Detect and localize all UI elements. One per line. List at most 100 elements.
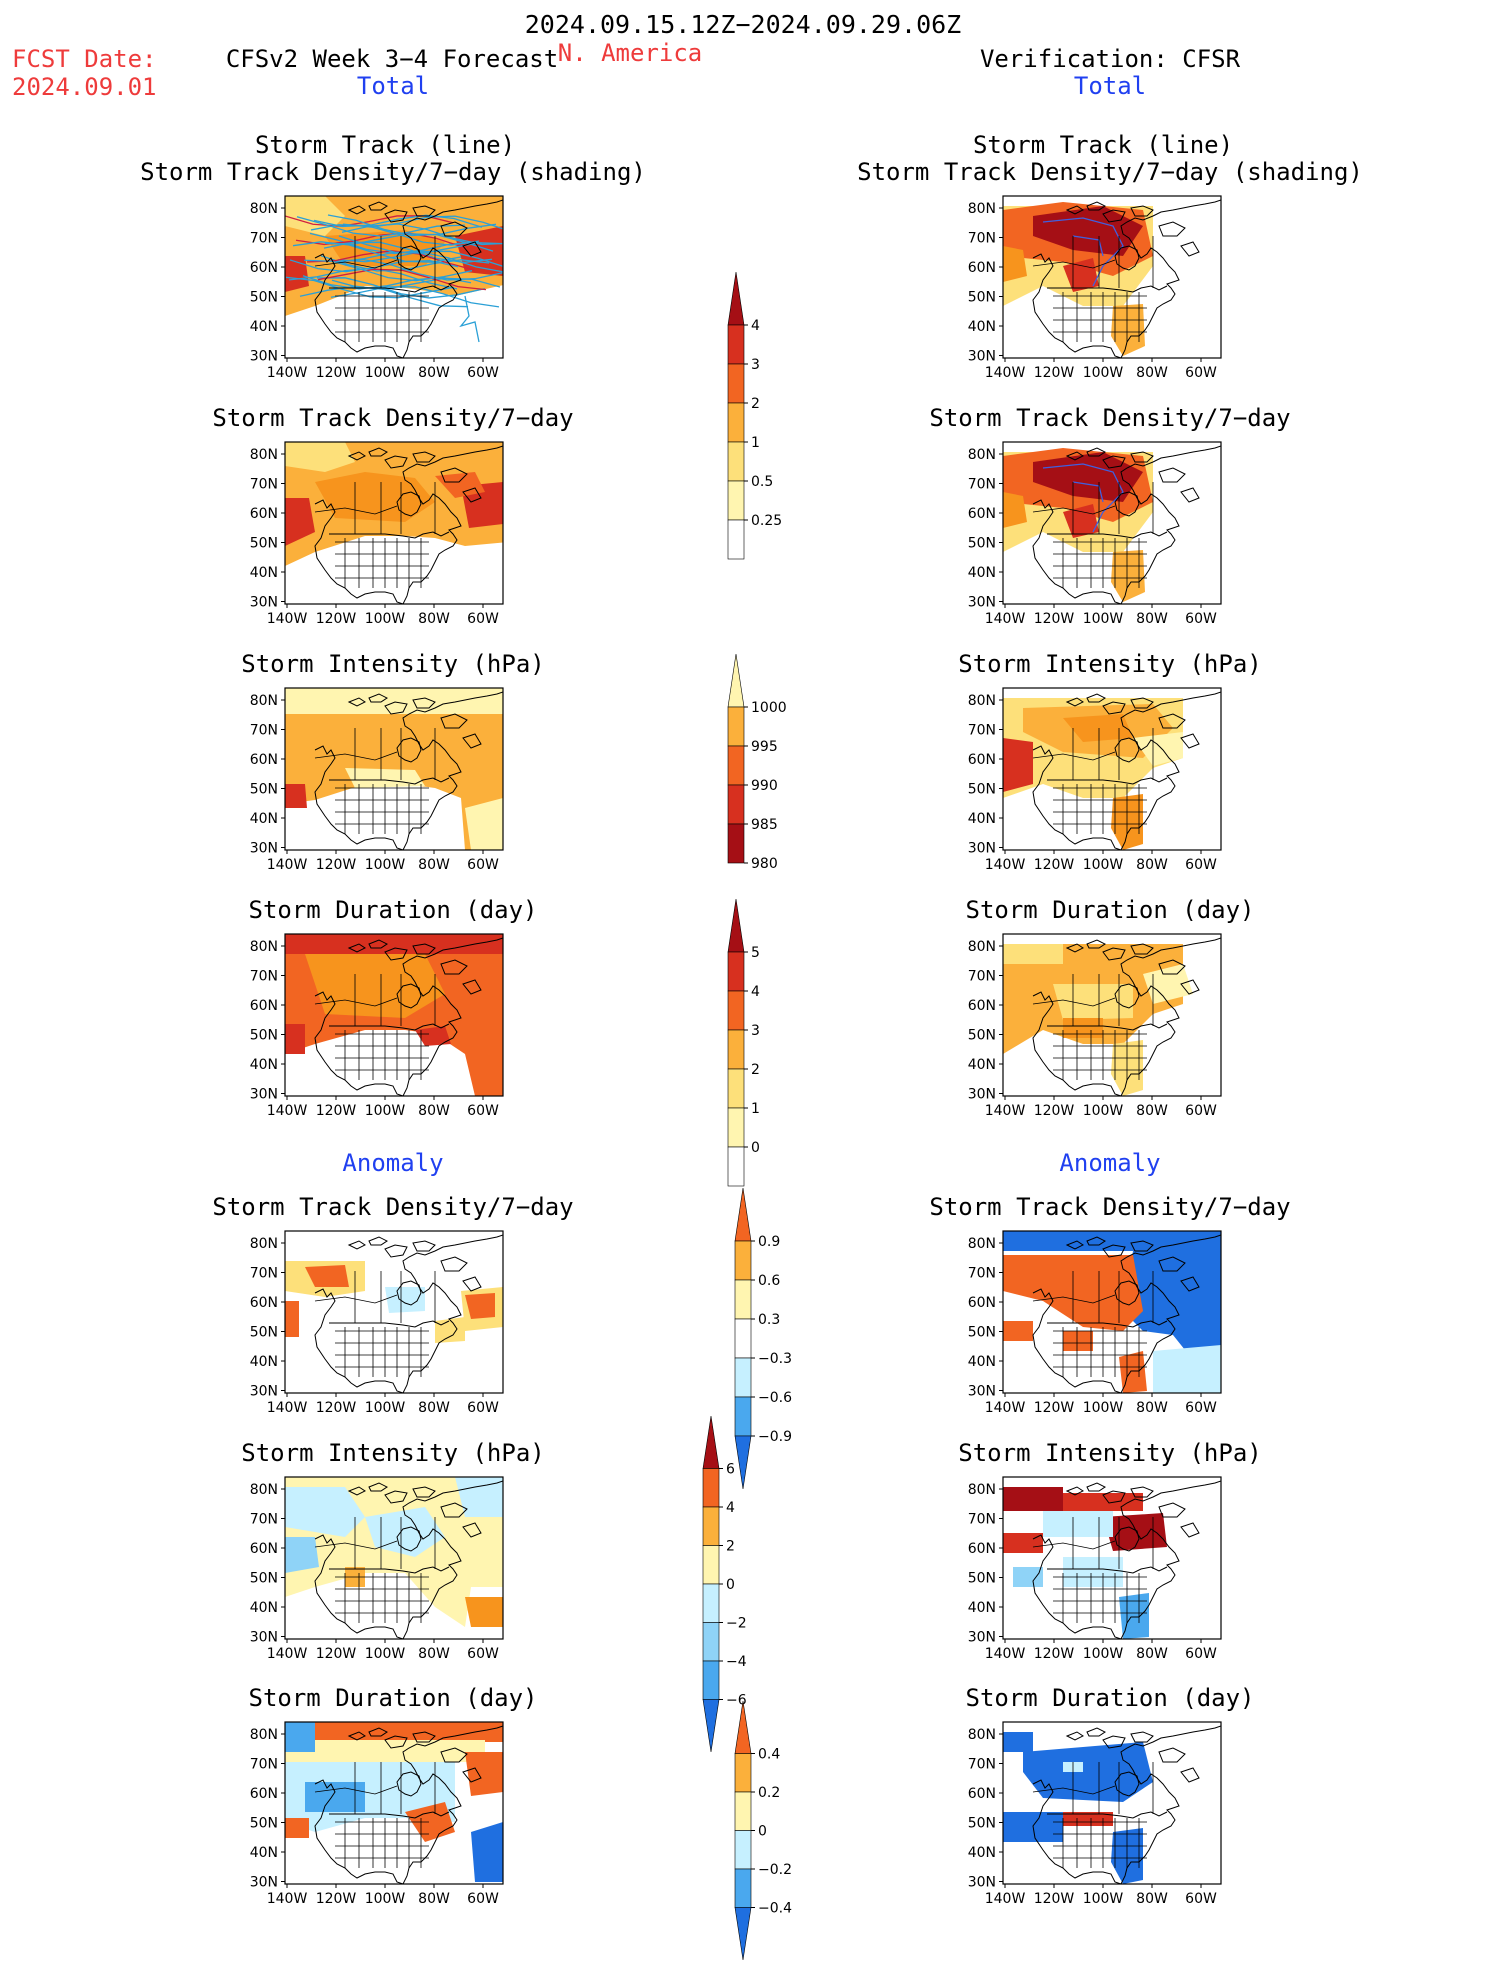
- arctic-island: [347, 451, 366, 461]
- lon-tick-label: 80W: [1136, 1400, 1168, 1416]
- lon-tick-label: 100W: [1083, 1103, 1124, 1119]
- storm-track-line: [320, 255, 490, 272]
- hudson-bay: [396, 245, 422, 271]
- lat-tick-label: 70N: [250, 969, 278, 985]
- arctic-island: [1086, 447, 1106, 457]
- arctic-island: [347, 1240, 366, 1250]
- colorbar-foot: [734, 1435, 752, 1490]
- arctic-island: [440, 1256, 468, 1272]
- shaded-region: [1003, 1533, 1043, 1553]
- arctic-island: [384, 1735, 408, 1749]
- arctic-island: [462, 1522, 482, 1538]
- colorbar-svg: 1000 995 990 985 980: [727, 653, 787, 872]
- storm-track-line: [1042, 217, 1124, 287]
- shaded-region: [285, 1818, 309, 1838]
- colorbar-label: 3: [751, 1023, 760, 1039]
- arctic-island: [384, 947, 408, 961]
- us-canada-border: [329, 777, 450, 785]
- arctic-island: [1180, 1522, 1200, 1538]
- colorbar-svg: 0.4 0.2 0 −0.2 −0.4: [734, 1700, 792, 1961]
- colorbar-swatch: [727, 363, 745, 404]
- shaded-region: [1119, 1351, 1147, 1393]
- lon-tick-label: 140W: [267, 1646, 308, 1662]
- arctic-island: [1086, 693, 1106, 703]
- basemap: [1032, 445, 1221, 604]
- lat-tick-label: 40N: [250, 565, 278, 581]
- lat-tick-label: 60N: [968, 506, 996, 522]
- shaded-region: [315, 472, 435, 522]
- arctic-island: [462, 1767, 482, 1783]
- title-density-anom-left: Storm Track Density/7−day: [212, 1193, 574, 1221]
- lat-tick-label: 80N: [250, 1727, 278, 1743]
- colorbar-swatch: [734, 1240, 752, 1281]
- lat-tick-label: 30N: [250, 841, 278, 857]
- storm-track-line: [299, 285, 469, 308]
- lat-tick-label: 30N: [250, 595, 278, 611]
- arctic-island: [1065, 943, 1084, 953]
- lon-tick-label: 80W: [1136, 1103, 1168, 1119]
- arctic-island: [347, 943, 366, 953]
- lon-tick-label: 140W: [267, 365, 308, 381]
- arctic-island: [368, 1236, 388, 1246]
- basemap: [1032, 691, 1221, 850]
- hudson-bay: [396, 1526, 422, 1552]
- lat-tick-label: 30N: [250, 1384, 278, 1400]
- colorbar-swatch: [727, 402, 745, 443]
- lon-tick-label: 60W: [1185, 611, 1217, 627]
- shaded-region: [285, 1537, 319, 1573]
- lat-tick-label: 30N: [250, 349, 278, 365]
- colorbar-swatch: [734, 1279, 752, 1320]
- arctic-island: [347, 205, 366, 215]
- arctic-island: [1158, 1502, 1186, 1518]
- colorbar-swatch: [734, 1753, 752, 1793]
- lat-tick-label: 70N: [250, 477, 278, 493]
- lat-tick-label: 50N: [250, 782, 278, 798]
- coastline: [314, 445, 503, 604]
- colorbar-label: −0.6: [758, 1390, 792, 1406]
- shading-layer: [285, 196, 503, 343]
- colorbar-swatch: [727, 706, 745, 747]
- fcst-date-value: 2024.09.01: [12, 73, 157, 101]
- lat-tick-label: 80N: [968, 201, 996, 217]
- lat-tick-label: 70N: [250, 723, 278, 739]
- lat-tick-label: 60N: [968, 752, 996, 768]
- coastline: [1032, 1480, 1221, 1639]
- lat-tick-label: 40N: [968, 319, 996, 335]
- map-intensity-anom-left: 80N 70N 60N 50N 40N 30N 140W 120W 100W 80W 60W: [240, 1476, 509, 1665]
- title-intensity-anom-right: Storm Intensity (hPa): [958, 1439, 1262, 1467]
- colorbar-swatch: [702, 1545, 720, 1585]
- colorbar-swatch: [727, 784, 745, 825]
- map-duration-left: 80N 70N 60N 50N 40N 30N 140W 120W 100W 80W 60W: [240, 933, 509, 1122]
- colorbar-label: 4: [751, 318, 760, 334]
- us-canada-border: [1047, 531, 1168, 539]
- basemap: [1032, 1234, 1221, 1393]
- shaded-region: [1003, 492, 1027, 528]
- left-section-total: Total: [356, 72, 430, 100]
- lon-tick-label: 120W: [1034, 1400, 1075, 1416]
- storm-track-line: [310, 224, 480, 246]
- shaded-region: [1111, 304, 1145, 356]
- lat-tick-label: 80N: [250, 1482, 278, 1498]
- storm-track-line: [302, 275, 472, 290]
- basemap: [314, 1725, 503, 1884]
- colorbar-label: 3: [751, 357, 760, 373]
- arctic-island: [384, 1244, 408, 1258]
- colorbar-label: −2: [726, 1616, 747, 1632]
- colorbar-label: 0.4: [758, 1747, 780, 1763]
- arctic-island: [1065, 1486, 1084, 1496]
- arctic-island: [440, 467, 468, 483]
- colorbar-swatch: [727, 823, 745, 864]
- lon-tick-label: 100W: [365, 365, 406, 381]
- shading-layer: [285, 934, 503, 1096]
- shading-layer: [1003, 1231, 1221, 1393]
- arctic-island: [1158, 1256, 1186, 1272]
- lat-tick-label: 40N: [250, 1057, 278, 1073]
- lat-tick-label: 80N: [968, 447, 996, 463]
- shaded-region: [385, 1287, 425, 1313]
- lat-tick-label: 40N: [968, 811, 996, 827]
- lat-tick-label: 80N: [250, 939, 278, 955]
- colorbar-label: −6: [726, 1693, 747, 1709]
